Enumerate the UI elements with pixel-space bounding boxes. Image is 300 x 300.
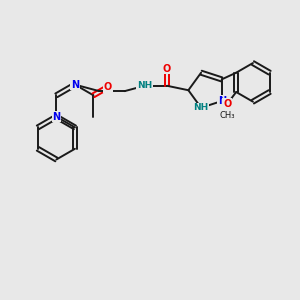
Text: NH: NH: [137, 81, 152, 90]
Text: N: N: [218, 96, 226, 106]
Text: CH₃: CH₃: [220, 111, 235, 120]
Text: O: O: [103, 82, 112, 92]
Text: O: O: [163, 64, 171, 74]
Text: N: N: [71, 80, 79, 90]
Text: N: N: [52, 112, 60, 122]
Text: O: O: [223, 99, 231, 109]
Text: NH: NH: [194, 103, 209, 112]
